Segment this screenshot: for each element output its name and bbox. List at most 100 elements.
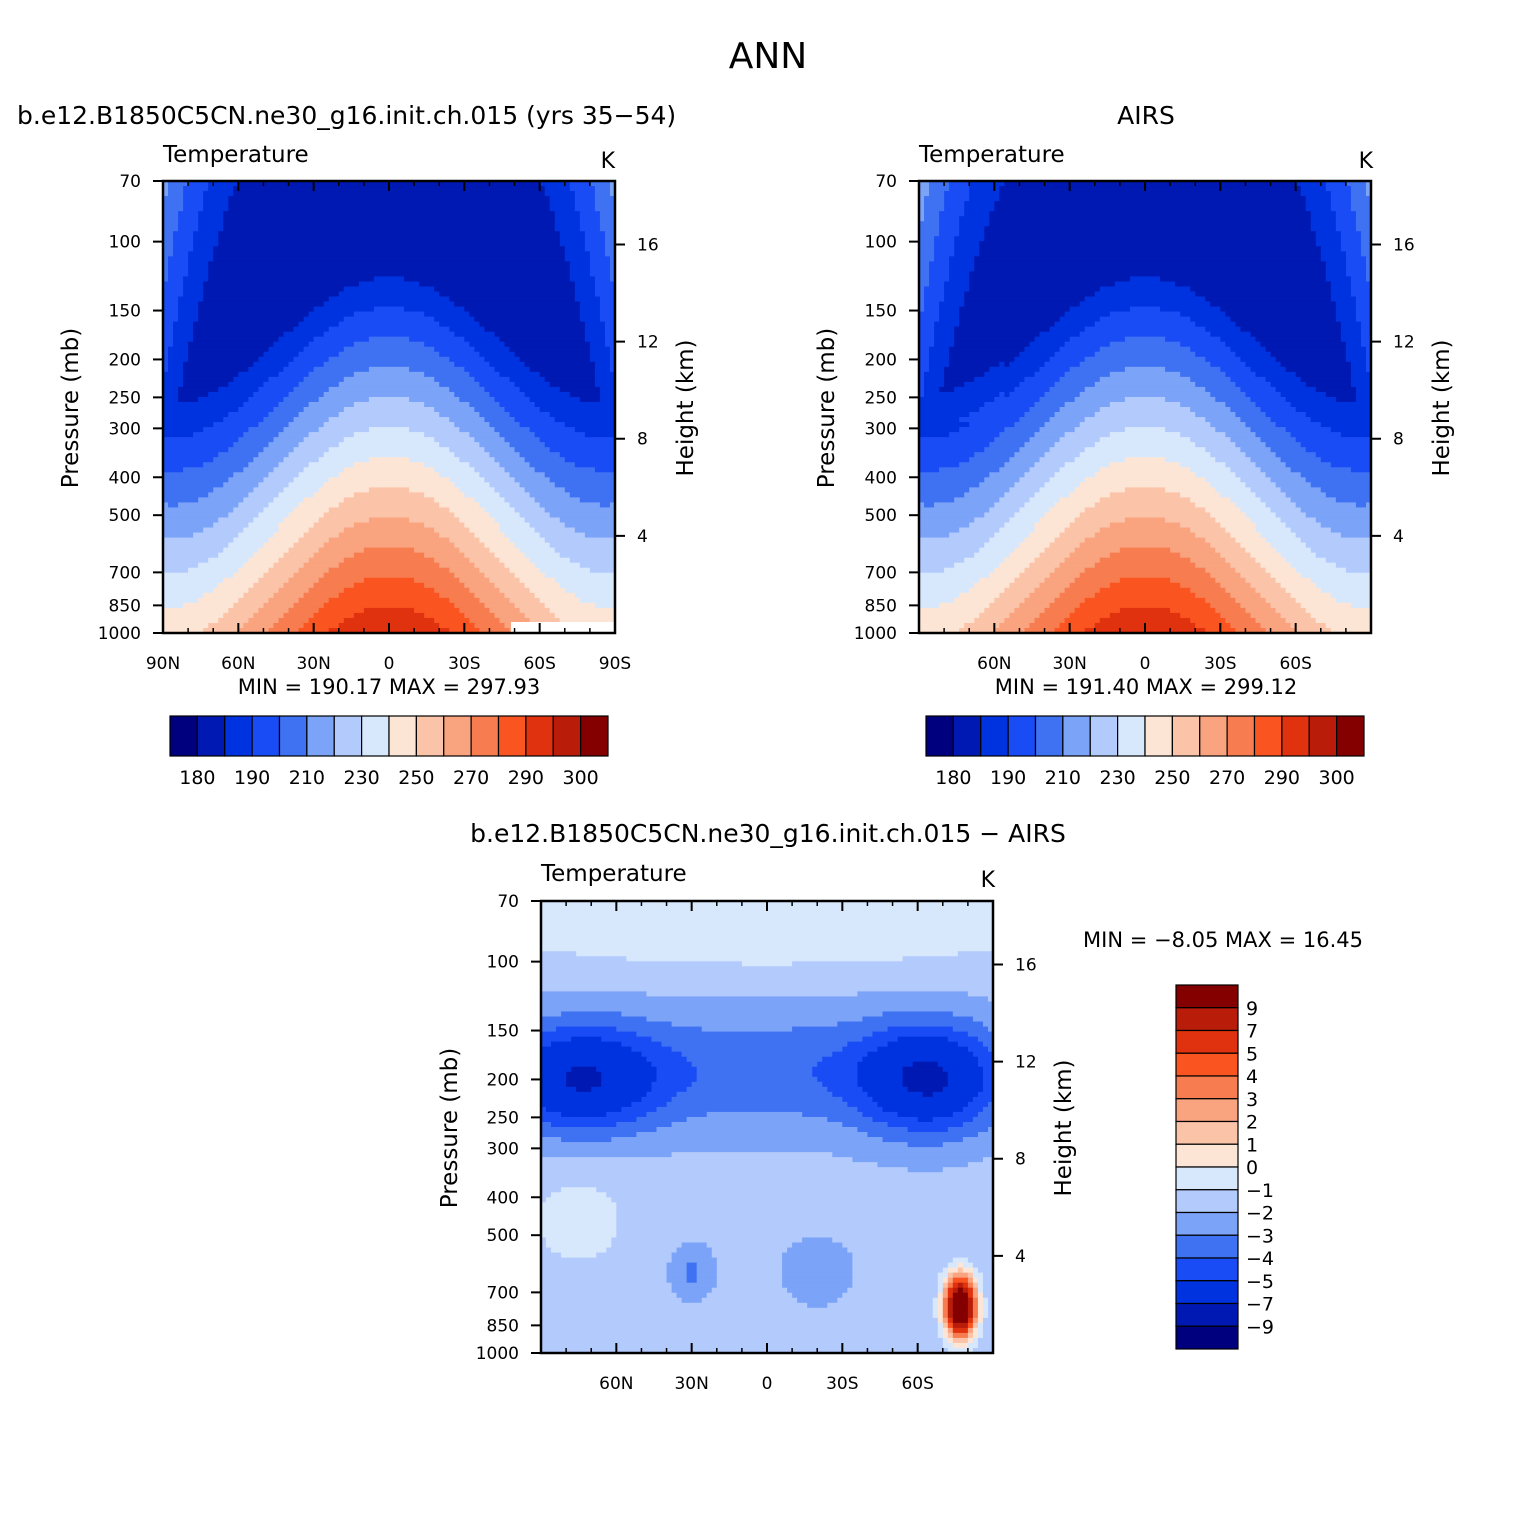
obs-field-cell [959,226,985,232]
model-field-cell [308,462,355,468]
obs-field-cell [1059,407,1101,413]
obs-field-cell [1084,537,1206,544]
model-field-cell [258,512,290,519]
model-x-tick-label: 90N [146,654,180,674]
diff-field-cell [666,1277,688,1284]
model-field-cell [178,396,199,403]
model-field-cell [308,311,355,318]
obs-field-cell [1335,311,1357,318]
obs-field-cell [949,181,970,187]
obs-field-cell [1230,346,1267,353]
diff-field-cell [671,1096,843,1103]
obs-field-cell [919,447,985,453]
model-field-cell [163,432,194,438]
diff-field-cell [982,1066,993,1073]
model-field-cell [248,587,280,594]
diff-field-cell [616,1232,993,1239]
obs-field-cell [1265,346,1347,353]
model-field-cell [193,246,214,252]
model-field-cell [323,391,455,398]
model-field-cell [544,602,596,609]
obs-field-cell [1019,447,1051,453]
model-field-cell [288,577,320,584]
obs-field-cell [1355,391,1371,398]
diff-field-cell [541,1277,668,1284]
obs-field-cell [1034,527,1066,534]
model-field-cell [163,236,174,242]
obs-field-cell [924,386,940,393]
model-field-cell [534,592,576,599]
obs-field-cell [929,181,950,187]
model-field-cell [469,557,501,564]
diff-field-cell [541,1312,934,1319]
obs-field-cell [919,236,935,242]
obs-field-cell [1079,422,1211,428]
model-field-cell [198,221,224,227]
model-field-cell [479,351,516,358]
obs-y-tick-label: 300 [865,419,897,439]
model-field-cell [183,361,254,368]
obs-field-cell [1124,336,1166,343]
model-field-cell [514,542,551,549]
diff-field-cell [882,1137,964,1143]
diff-field-cell [541,1182,993,1188]
diff-field-cell [972,1267,979,1274]
obs-field-cell [1295,181,1327,187]
obs-field-cell [1084,386,1206,393]
obs-field-cell [1345,251,1362,257]
model-field-cell [313,366,370,373]
diff-field-cell [977,1036,993,1043]
diff-field-cell [696,1272,718,1279]
obs-field-cell [1084,597,1206,604]
model-field-cell [168,261,189,267]
diff-field-cell [812,1066,858,1073]
model-field-cell [323,602,455,609]
diff-field-cell [857,1081,904,1088]
diff-field-cell [541,1076,567,1083]
obs-field-cell [1180,552,1221,559]
obs-field-cell [1079,452,1211,458]
diff-field-cell [616,1217,993,1224]
model-field-cell [318,396,370,403]
obs-field-cell [1335,306,1357,313]
model-field-cell [328,447,450,453]
model-field-cell [188,261,209,267]
diff-field-cell [696,1267,718,1274]
model-field-cell [479,321,586,328]
model-field-cell [599,216,615,222]
model-x-tick-label: 60S [523,654,555,674]
model-field-cell [193,326,295,333]
obs-field-cell [1195,502,1236,509]
obs-field-cell [1240,417,1272,423]
obs-field-cell [1235,502,1267,509]
diff-field-cell [541,1307,934,1314]
model-field-cell [589,261,611,267]
model-field-cell [198,211,224,217]
model-field-cell [409,336,465,343]
obs-field-cell [1064,432,1111,438]
diff-field-cell [541,1192,552,1198]
model-field-cell [163,492,209,498]
model-field-cell [574,286,596,293]
diff-field-cell [541,1237,547,1244]
obs-y-tick-label: 500 [865,506,897,526]
obs-field-cell [1230,497,1262,504]
obs-field-cell [1350,201,1371,207]
model-field-cell [434,346,475,353]
obs-field-cell [1330,592,1371,599]
model-field-cell [494,612,526,619]
diff-field-cell [566,1071,602,1078]
obs-field-cell [1019,572,1051,579]
obs-field-cell [1049,602,1081,609]
obs-field-cell [919,211,925,217]
model-field-cell [434,376,475,383]
diff-field-cell [601,1071,658,1078]
obs-field-cell [969,286,1101,293]
obs-field-cell [1360,341,1371,348]
diff-field-cell [972,1297,979,1304]
diff-field-cell [611,1197,993,1203]
obs-field-cell [1064,557,1101,564]
model-field-cell [514,351,591,358]
model-field-cell [454,331,496,338]
diff-field-cell [787,1247,848,1254]
